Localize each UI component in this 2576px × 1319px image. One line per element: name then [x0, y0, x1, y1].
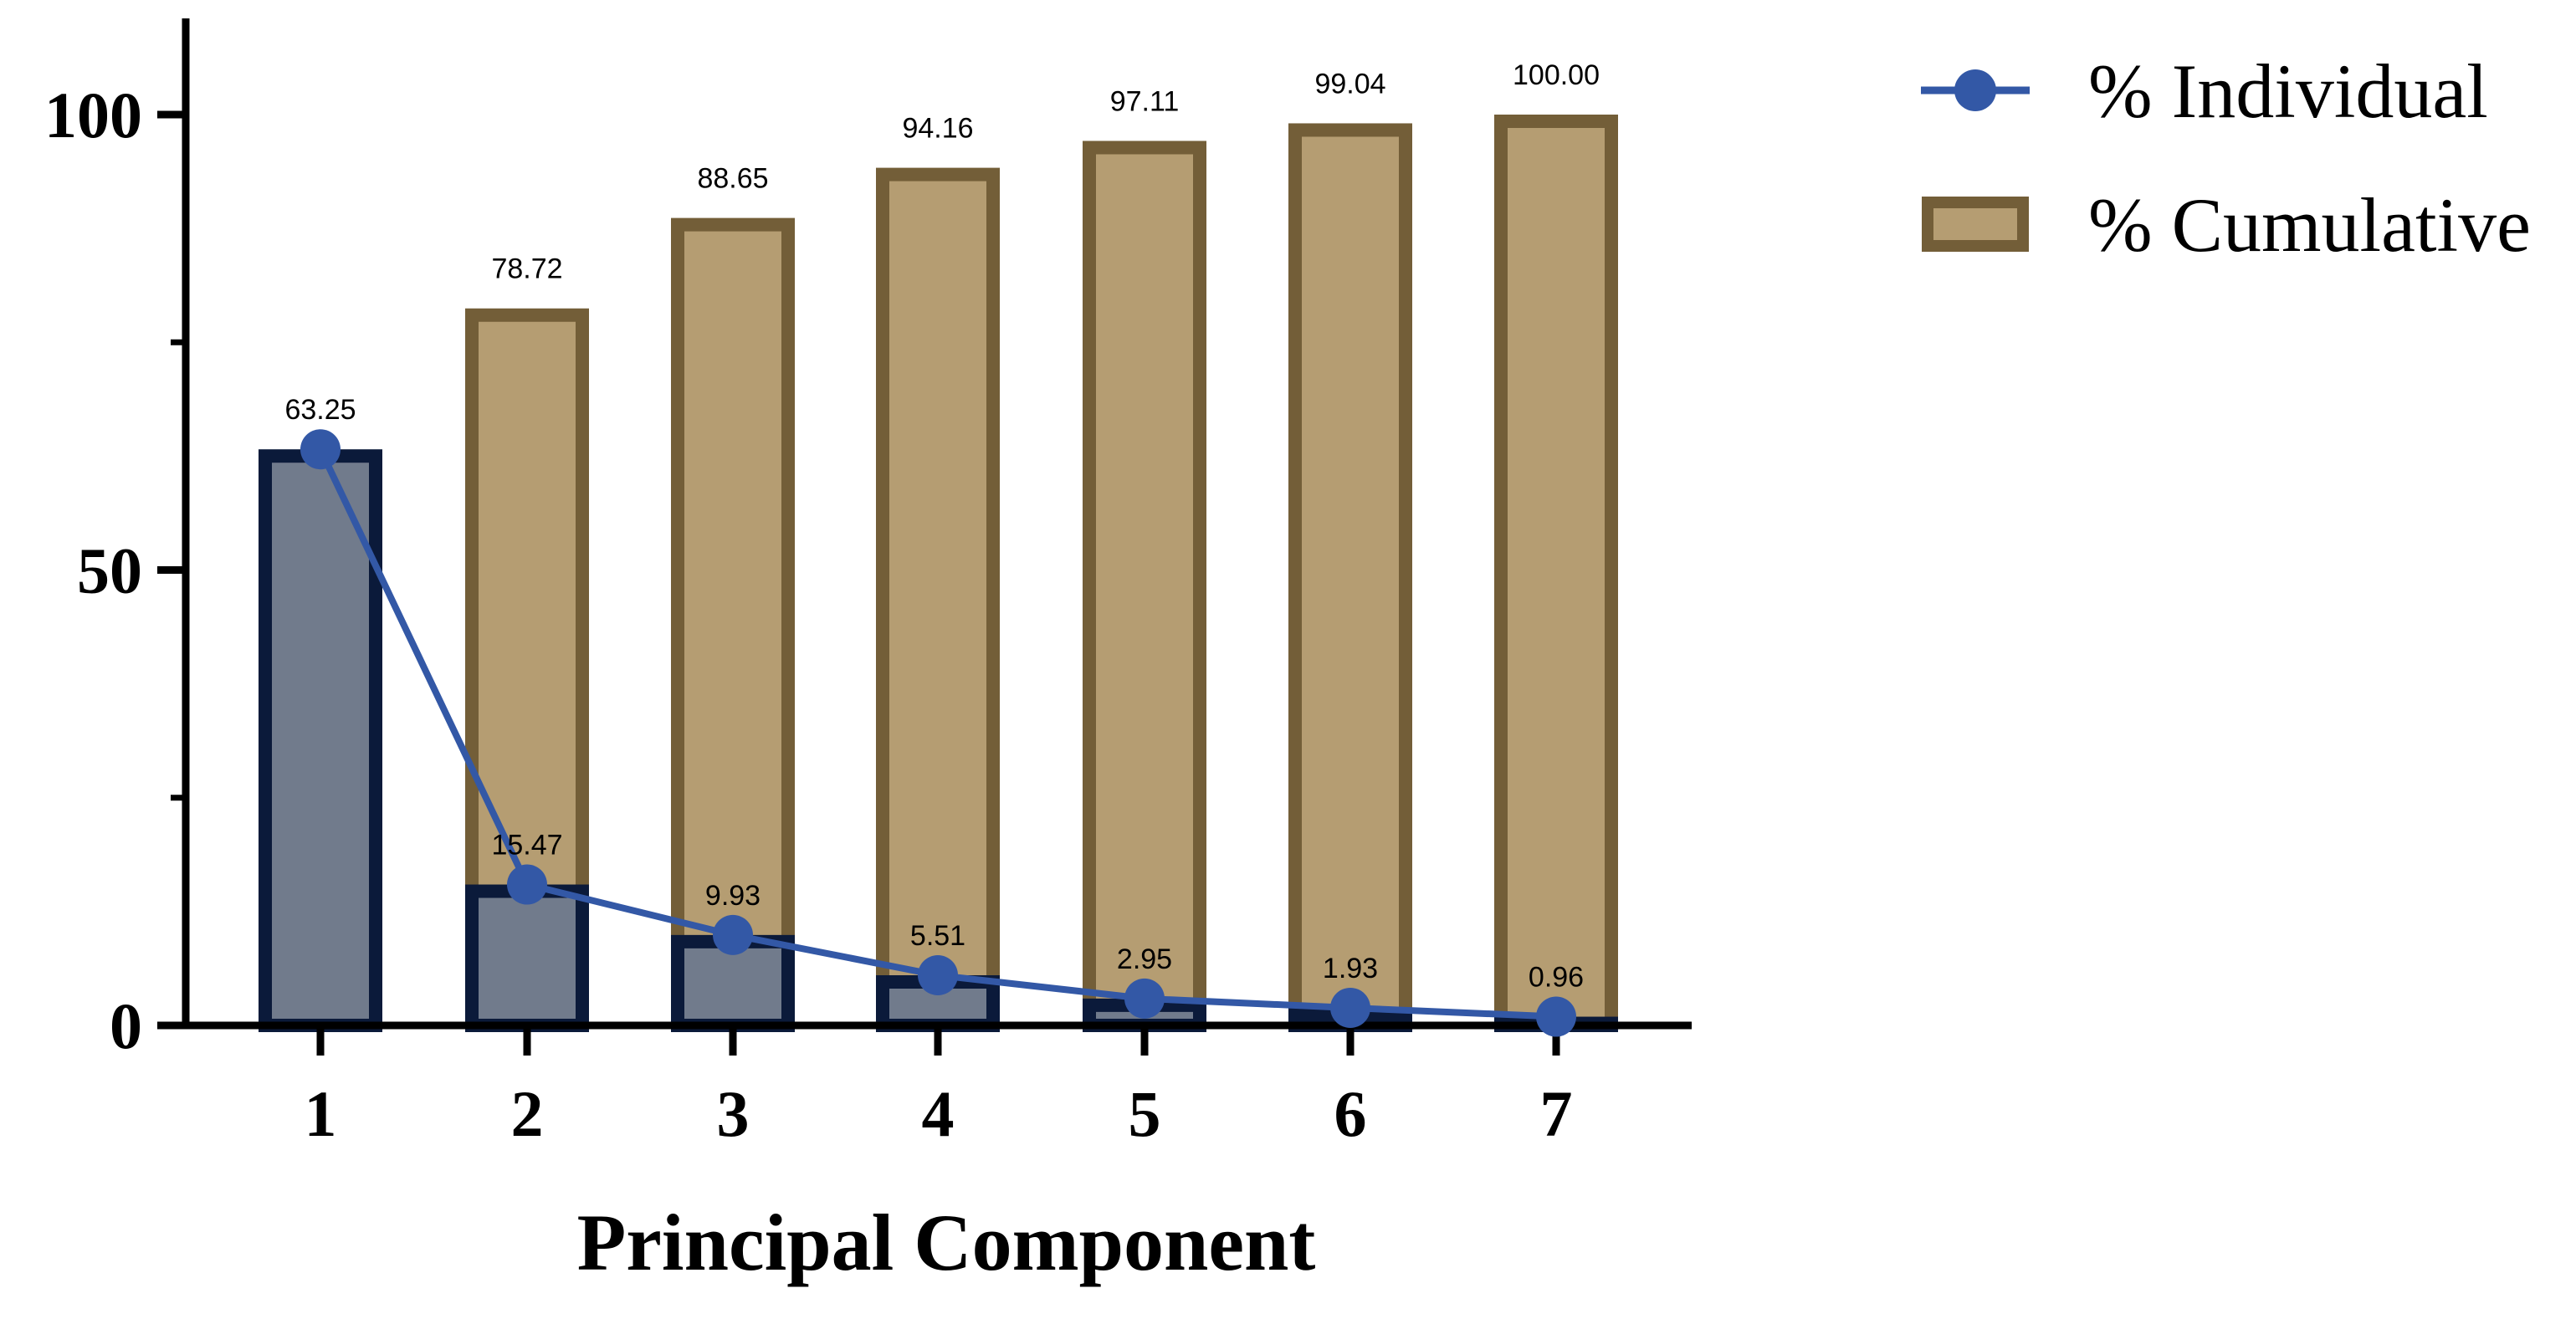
- individual-label-7: 0.96: [1529, 962, 1584, 994]
- individual-point-3: [713, 914, 753, 955]
- x-tick-label-6: 6: [1334, 1077, 1367, 1150]
- individual-label-6: 1.93: [1323, 953, 1378, 984]
- axes: 0 50 100 1 2 3 4 5 6 7: [44, 18, 1692, 1150]
- cumulative-bars: [465, 115, 1618, 1033]
- individual-label-4: 5.51: [910, 920, 965, 952]
- individual-point-5: [1124, 978, 1165, 1019]
- x-axis-title: Principal Component: [577, 1198, 1316, 1287]
- cumulative-label-3: 88.65: [697, 163, 768, 195]
- cumulative-label-4: 94.16: [902, 113, 973, 145]
- cumulative-label-5: 97.11: [1110, 85, 1180, 117]
- legend-cumulative-swatch-icon: [1922, 197, 2029, 252]
- legend-individual-marker-icon: [1954, 69, 1996, 111]
- individual-line: [300, 429, 1576, 1037]
- individual-point-1: [300, 429, 341, 470]
- individual-label-2: 15.47: [491, 830, 562, 861]
- x-tick-label-2: 2: [511, 1077, 544, 1150]
- y-tick-label-0: 0: [110, 989, 142, 1062]
- individual-point-4: [918, 954, 958, 995]
- individual-point-7: [1536, 996, 1576, 1037]
- data-labels: 78.72 88.65 94.16 97.11 99.04 100.00 63.25 15.4…: [284, 59, 1600, 994]
- individual-bar-2: [465, 884, 589, 1033]
- legend-cumulative-label: % Cumulative: [2088, 182, 2531, 268]
- cumulative-label-6: 99.04: [1314, 68, 1385, 100]
- y-tick-label-50: 50: [77, 534, 142, 607]
- legend-individual-label: % Individual: [2088, 49, 2488, 134]
- cumulative-bar-4: [876, 167, 1000, 1032]
- x-tick-label-1: 1: [305, 1077, 337, 1150]
- cumulative-bar-7: [1494, 115, 1618, 1032]
- x-tick-label-3: 3: [717, 1077, 750, 1150]
- individual-point-6: [1330, 987, 1370, 1028]
- legend: % Individual % Cumulative: [1921, 49, 2531, 268]
- individual-label-1: 63.25: [284, 394, 356, 426]
- cumulative-label-7: 100.00: [1513, 59, 1600, 91]
- cumulative-bar-6: [1288, 123, 1412, 1033]
- cumulative-bar-5: [1083, 141, 1206, 1033]
- cumulative-label-2: 78.72: [491, 253, 562, 285]
- individual-point-2: [507, 864, 547, 905]
- x-tick-label-5: 5: [1129, 1077, 1161, 1150]
- individual-bar-1: [259, 449, 382, 1032]
- x-tick-label-4: 4: [922, 1077, 955, 1150]
- individual-label-3: 9.93: [705, 880, 761, 912]
- individual-label-5: 2.95: [1117, 943, 1172, 975]
- x-tick-label-7: 7: [1540, 1077, 1573, 1150]
- y-tick-label-100: 100: [44, 79, 142, 151]
